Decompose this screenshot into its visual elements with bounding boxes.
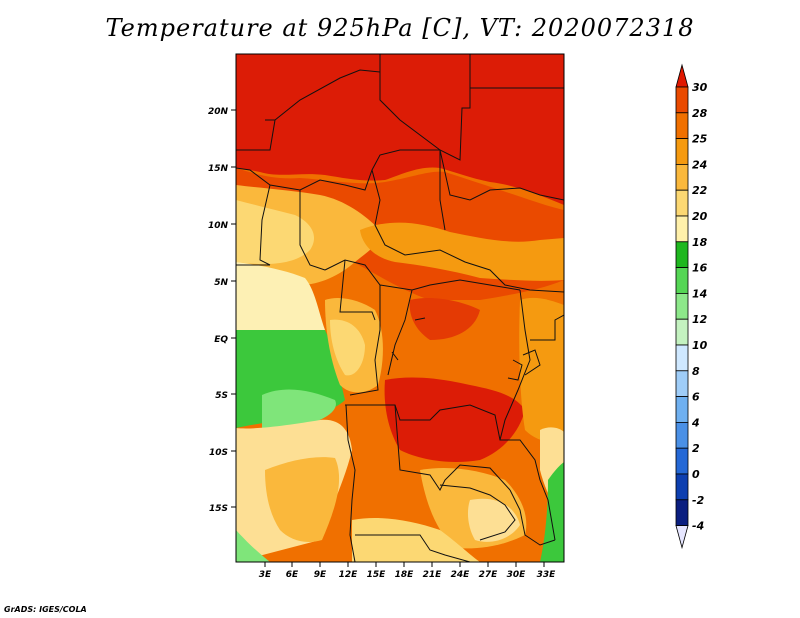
colorbar-label: 18: [692, 236, 708, 249]
lon-label: 27E: [479, 570, 499, 580]
colorbar-label: 12: [692, 313, 708, 326]
colorbar-swatch: [675, 112, 689, 140]
colorbar-swatch: [675, 396, 689, 423]
lat-label: 5S: [215, 391, 228, 401]
axis-ticks: [231, 109, 545, 567]
colorbar-max-triangle: [675, 63, 689, 88]
pale-belt-west: [236, 200, 315, 265]
colorbar-swatch: [675, 447, 689, 475]
colorbar-swatch: [675, 241, 689, 269]
gulf-pale-area: [236, 262, 325, 330]
map-frame: [235, 53, 565, 563]
colorbar-swatch: [675, 421, 689, 449]
colorbar-swatch: [675, 370, 689, 397]
grads-credit: GrADS: IGES/COLA: [4, 605, 87, 614]
lon-label: 12E: [339, 570, 359, 580]
lat-label: 15N: [208, 164, 229, 174]
green-southwest: [236, 530, 270, 562]
south-pale: [467, 498, 520, 542]
lon-label: 6E: [286, 570, 299, 580]
colorbar-swatch: [675, 86, 689, 114]
hot-core-upper: [409, 298, 480, 340]
lat-label: 5N: [214, 278, 228, 288]
colorbar-swatch: [675, 215, 689, 243]
colorbar-label: 24: [692, 158, 707, 171]
colorbar-swatch: [675, 292, 689, 320]
colorbar-label: 10: [692, 339, 708, 352]
colorbar-swatch: [675, 344, 689, 372]
east-green: [540, 462, 564, 562]
sahel-band: [360, 222, 564, 281]
colorbar-min-triangle: [675, 525, 689, 550]
south-bottom-pale: [352, 518, 480, 562]
colorbar-label: 4: [691, 416, 700, 429]
lon-label: 15E: [367, 570, 387, 580]
hot-core-south: [384, 377, 525, 462]
colorbar-swatch: [675, 267, 689, 294]
colorbar-label: 25: [692, 133, 708, 146]
colorbar-label: 2: [692, 442, 700, 455]
colorbar-label: 14: [692, 287, 707, 300]
lat-label: EQ: [214, 335, 228, 345]
lat-label: 20N: [208, 107, 229, 117]
lon-label: 30E: [507, 570, 527, 580]
latitude-labels: 20N 15N 10N 5N EQ 5S 10S 15S: [208, 107, 229, 514]
chart-title: Temperature at 925hPa [C], VT: 202007231…: [105, 14, 695, 42]
colorbar-swatch: [675, 138, 689, 165]
central-pale-patch: [330, 319, 365, 376]
lon-label: 21E: [423, 570, 443, 580]
colorbar-label: 20: [692, 210, 708, 223]
colorbar-label: 16: [692, 262, 708, 275]
lon-label: 9E: [314, 570, 327, 580]
lon-label: 24E: [451, 570, 471, 580]
colorbar-swatch: [675, 473, 689, 501]
lon-label: 3E: [259, 570, 272, 580]
colorbar-swatch: [675, 163, 689, 191]
east-light: [519, 297, 564, 442]
lon-label: 33E: [537, 570, 557, 580]
colorbar-label: 22: [692, 184, 708, 197]
colorbar-label: 6: [692, 391, 700, 404]
light-coast-south: [265, 457, 340, 542]
lat-label: 10N: [208, 221, 229, 231]
lat-label: 15S: [209, 504, 228, 514]
colorbar-label: -2: [692, 494, 705, 507]
colorbar-label: 30: [692, 81, 708, 94]
colorbar-swatch: [675, 318, 689, 346]
country-borders: [236, 54, 564, 562]
lon-label: 18E: [395, 570, 415, 580]
colorbar-swatch: [675, 189, 689, 217]
colorbar-label: 0: [692, 468, 700, 481]
colorbar-label: 28: [692, 107, 708, 120]
colorbar-swatch: [675, 499, 689, 526]
hot-band-north: [236, 54, 564, 205]
lat-label: 10S: [209, 448, 228, 458]
temperature-field: [236, 54, 564, 562]
colorbar-label: 8: [692, 365, 700, 378]
longitude-labels: 3E 6E 9E 12E 15E 18E 21E 24E 27E 30E 33E: [259, 570, 556, 580]
colorbar-label: -4: [692, 520, 704, 533]
